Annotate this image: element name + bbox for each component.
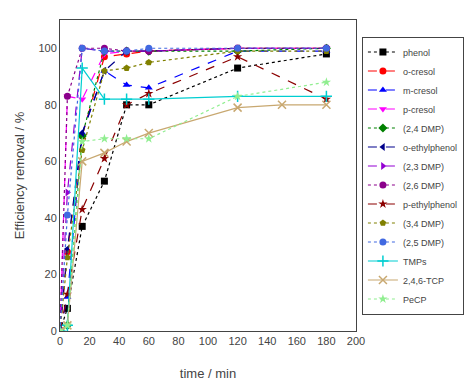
svg-text:(2,3 DMP): (2,3 DMP)	[403, 162, 444, 172]
svg-text:40: 40	[113, 335, 125, 347]
svg-text:p-cresol: p-cresol	[403, 105, 435, 115]
svg-text:(2,5 DMP): (2,5 DMP)	[403, 238, 444, 248]
svg-text:20: 20	[45, 268, 57, 280]
svg-text:2,4,6-TCP: 2,4,6-TCP	[403, 276, 444, 286]
svg-text:100: 100	[38, 42, 56, 54]
svg-text:m-cresol: m-cresol	[403, 86, 438, 96]
svg-text:o-cresol: o-cresol	[403, 67, 435, 77]
svg-text:(2,4 DMP): (2,4 DMP)	[403, 124, 444, 134]
svg-text:(3,4 DMP): (3,4 DMP)	[403, 219, 444, 229]
svg-text:0: 0	[57, 335, 63, 347]
svg-text:0: 0	[51, 325, 57, 337]
svg-text:80: 80	[45, 99, 57, 111]
svg-text:20: 20	[83, 335, 95, 347]
svg-text:80: 80	[172, 335, 184, 347]
svg-text:200: 200	[347, 335, 365, 347]
svg-text:160: 160	[288, 335, 306, 347]
svg-text:Efficiency removal / %: Efficiency removal / %	[12, 111, 27, 239]
svg-text:time / min: time / min	[180, 366, 236, 381]
svg-text:100: 100	[199, 335, 217, 347]
svg-text:phenol: phenol	[403, 48, 430, 58]
svg-text:p-ethylphenol: p-ethylphenol	[403, 200, 457, 210]
svg-text:o-ethylphenol: o-ethylphenol	[403, 143, 457, 153]
svg-text:60: 60	[45, 155, 57, 167]
svg-text:120: 120	[228, 335, 246, 347]
svg-text:PeCP: PeCP	[403, 295, 427, 305]
svg-text:180: 180	[317, 335, 335, 347]
svg-text:40: 40	[45, 212, 57, 224]
svg-text:TMPs: TMPs	[403, 257, 427, 267]
svg-text:140: 140	[258, 335, 276, 347]
svg-text:60: 60	[143, 335, 155, 347]
svg-text:(2,6 DMP): (2,6 DMP)	[403, 181, 444, 191]
